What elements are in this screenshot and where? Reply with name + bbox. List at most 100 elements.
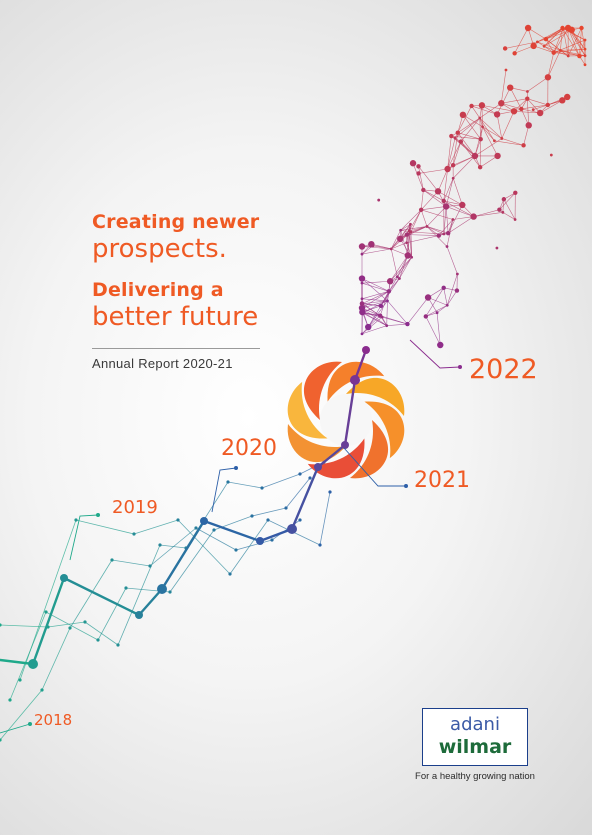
leader-dot: [404, 484, 408, 488]
particle-link: [479, 118, 481, 140]
particle-dot: [504, 68, 508, 72]
particle-link: [397, 257, 412, 277]
network-line: [213, 515, 253, 531]
network-dot: [116, 643, 120, 647]
particle-dot: [418, 207, 424, 213]
particle-link: [437, 168, 448, 192]
particle-dot: [409, 160, 417, 167]
particle-link: [501, 138, 524, 146]
flower-petal: [364, 401, 405, 459]
particle-link: [361, 278, 388, 302]
particle-dot: [579, 25, 584, 31]
particle-link: [390, 230, 401, 249]
particle-link: [389, 255, 409, 282]
particle-link: [443, 168, 448, 201]
year-label-2022: 2022: [469, 354, 538, 385]
particle-link: [427, 297, 448, 306]
particle-dot: [360, 252, 364, 256]
particle-link: [443, 287, 458, 291]
particle-link: [400, 226, 427, 231]
particle-dot: [449, 133, 454, 139]
flower-center: [320, 394, 372, 446]
particle-dot: [564, 24, 572, 32]
particle-dot: [436, 233, 442, 238]
flower-petal: [287, 381, 328, 439]
particle-link: [547, 50, 561, 78]
growth-node: [157, 584, 167, 594]
particle-dot: [454, 288, 460, 293]
particle-dot: [385, 324, 389, 328]
particle-link: [452, 216, 474, 220]
growth-segment: [31, 576, 66, 666]
growth-node: [314, 463, 322, 471]
leader-dot: [28, 722, 32, 726]
particle-link: [426, 206, 447, 227]
network-dot: [250, 514, 254, 518]
particle-link: [361, 291, 389, 300]
particle-dot: [378, 303, 384, 309]
brand-tagline: For a healthy growing nation: [415, 771, 535, 782]
particle-link: [473, 212, 503, 217]
particle-link: [386, 300, 388, 326]
particle-link: [581, 27, 586, 50]
flower-petal: [287, 424, 346, 463]
particle-link: [527, 77, 549, 92]
network-line: [45, 611, 99, 641]
particle-dot: [441, 285, 446, 291]
particle-link: [443, 200, 474, 217]
particle-dot: [481, 125, 484, 129]
network-line: [195, 527, 237, 551]
particle-link: [361, 307, 381, 316]
particle-link: [438, 219, 454, 236]
network-line: [69, 559, 113, 629]
network-dot: [228, 572, 232, 576]
report-subtitle: Annual Report 2020-21: [92, 356, 233, 371]
network-dot: [110, 558, 114, 562]
particle-link: [397, 255, 409, 277]
year-leader-lines: [0, 339, 462, 734]
particle-link: [473, 209, 500, 217]
particle-link: [361, 282, 389, 292]
particle-dot: [549, 153, 553, 157]
particle-link: [361, 248, 392, 255]
particle-dot: [399, 228, 403, 232]
particle-link: [452, 155, 476, 166]
growth-node: [135, 611, 143, 619]
particle-dot: [535, 40, 539, 44]
network-line: [117, 544, 161, 646]
year-label-2020: 2020: [221, 436, 277, 461]
flower-emblem: [287, 361, 405, 479]
particle-dot: [458, 139, 464, 144]
particle-dot: [507, 84, 514, 91]
leader-dot: [96, 513, 100, 517]
particle-dot: [477, 165, 483, 170]
network-dot: [96, 638, 100, 642]
headline-line-1: Creating newer: [92, 211, 260, 233]
particle-link: [420, 189, 424, 210]
particle-link: [418, 166, 439, 192]
particle-link: [471, 105, 481, 119]
particle-link: [362, 305, 381, 313]
network-dot: [318, 543, 322, 547]
particle-link: [481, 105, 515, 112]
particle-link: [421, 206, 447, 211]
particle-link: [451, 135, 481, 140]
particle-link: [482, 126, 495, 141]
network-line: [227, 481, 263, 489]
growth-node: [28, 659, 38, 669]
particle-link: [452, 178, 463, 206]
particle-dot: [386, 278, 394, 285]
particle-link: [410, 224, 412, 258]
particle-dot: [583, 54, 587, 58]
particle-dot: [525, 96, 530, 101]
particle-dot: [405, 241, 409, 245]
particle-link: [410, 209, 422, 233]
particle-link: [361, 303, 381, 307]
particle-link: [471, 105, 498, 115]
particle-dot: [423, 314, 429, 319]
particle-link: [408, 209, 422, 232]
particle-link: [399, 255, 409, 279]
particle-link: [423, 189, 447, 207]
particle-dot: [435, 311, 439, 315]
particle-dot: [493, 111, 501, 118]
